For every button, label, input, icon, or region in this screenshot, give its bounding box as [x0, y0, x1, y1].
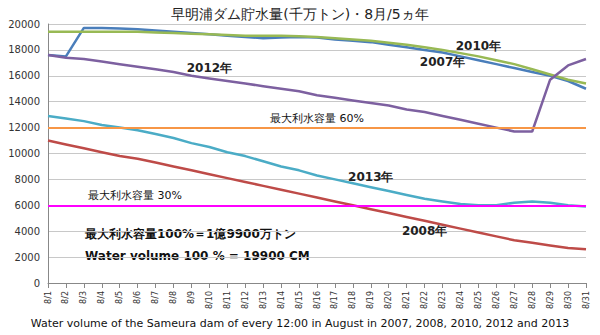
svg-text:8/25: 8/25 [474, 291, 483, 309]
svg-text:8000: 8000 [15, 174, 40, 185]
svg-text:8/2: 8/2 [61, 291, 70, 304]
svg-text:2007年: 2007年 [420, 55, 465, 69]
svg-text:8/7: 8/7 [151, 291, 160, 304]
svg-text:8/3: 8/3 [79, 291, 88, 304]
svg-text:最大利水容量 60%: 最大利水容量 60% [270, 112, 364, 125]
svg-text:8/23: 8/23 [438, 291, 447, 309]
svg-text:8/27: 8/27 [510, 291, 519, 309]
svg-text:8/4: 8/4 [97, 291, 106, 304]
svg-text:8/29: 8/29 [546, 291, 555, 309]
svg-text:16000: 16000 [8, 70, 40, 81]
svg-text:18000: 18000 [8, 44, 40, 55]
svg-text:8/12: 8/12 [241, 291, 250, 309]
svg-text:8/10: 8/10 [205, 291, 214, 309]
svg-text:20000: 20000 [8, 19, 40, 30]
svg-text:8/15: 8/15 [295, 291, 304, 309]
svg-text:0: 0 [34, 278, 40, 289]
svg-text:8/30: 8/30 [564, 291, 573, 309]
svg-text:8/26: 8/26 [492, 291, 501, 309]
svg-text:8/28: 8/28 [528, 291, 537, 309]
svg-text:8/5: 8/5 [115, 291, 124, 304]
svg-text:2000: 2000 [15, 252, 40, 263]
svg-text:8/17: 8/17 [330, 291, 339, 309]
svg-text:2012年: 2012年 [187, 61, 232, 75]
svg-text:Water volume of the Sameura da: Water volume of the Sameura dam of every… [31, 317, 569, 330]
svg-text:最大利水容量100%＝1億9900万トン: 最大利水容量100%＝1億9900万トン [84, 227, 296, 241]
svg-text:最大利水容量 30%: 最大利水容量 30% [88, 189, 182, 202]
svg-text:14000: 14000 [8, 96, 40, 107]
svg-text:8/20: 8/20 [384, 291, 393, 309]
svg-text:8/11: 8/11 [223, 291, 232, 309]
svg-text:8/22: 8/22 [420, 291, 429, 309]
svg-text:2008年: 2008年 [402, 224, 447, 238]
svg-text:12000: 12000 [8, 122, 40, 133]
svg-text:8/13: 8/13 [259, 291, 268, 309]
svg-text:8/1: 8/1 [44, 291, 53, 304]
svg-text:8/9: 8/9 [187, 291, 196, 304]
svg-text:8/24: 8/24 [456, 291, 465, 309]
svg-text:10000: 10000 [8, 148, 40, 159]
svg-text:Water volume 100 % = 19900 CM: Water volume 100 % = 19900 CM [85, 249, 310, 263]
svg-text:8/18: 8/18 [348, 291, 357, 309]
svg-text:4000: 4000 [15, 226, 40, 237]
svg-text:早明浦ダム貯水量(千万トン)・8月/5ヵ年: 早明浦ダム貯水量(千万トン)・8月/5ヵ年 [171, 6, 428, 22]
svg-text:8/31: 8/31 [582, 291, 591, 309]
svg-text:8/8: 8/8 [169, 291, 178, 304]
svg-text:8/21: 8/21 [402, 291, 411, 309]
svg-text:2010年: 2010年 [456, 39, 501, 53]
svg-text:8/19: 8/19 [366, 291, 375, 309]
svg-text:8/6: 8/6 [133, 291, 142, 304]
svg-text:6000: 6000 [15, 200, 40, 211]
svg-text:2013年: 2013年 [348, 170, 393, 184]
svg-text:8/14: 8/14 [277, 291, 286, 309]
svg-text:8/16: 8/16 [313, 291, 322, 309]
